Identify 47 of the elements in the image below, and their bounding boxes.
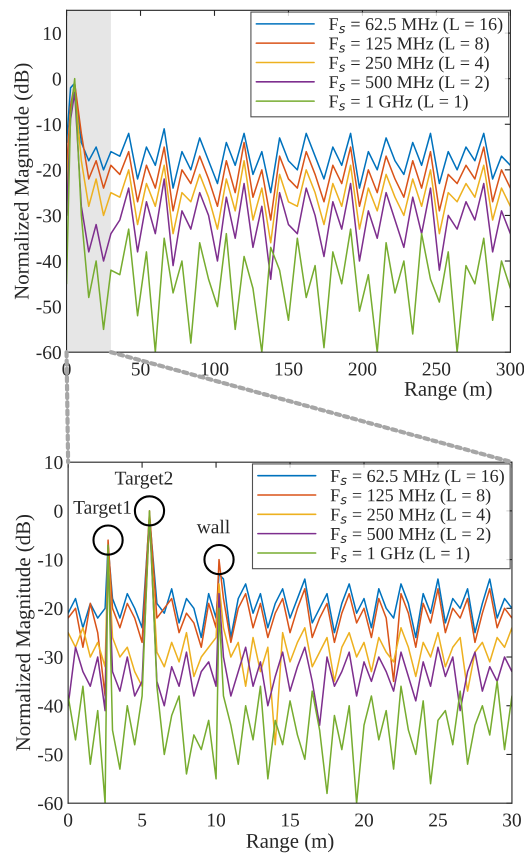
x-tick-label: 200 xyxy=(348,362,376,376)
legend-label: F$_{s}$ = 125 MHz (L = 8) xyxy=(329,36,489,54)
y-tick-label: -20 xyxy=(36,164,61,177)
y-tick-label: -20 xyxy=(38,602,63,616)
annotation: Target1 xyxy=(73,500,131,518)
y-tick-label: 10 xyxy=(46,456,63,470)
y-tick-label: -10 xyxy=(38,553,63,567)
y-tick-label: -30 xyxy=(36,209,61,222)
legend-label: F$_{s}$ = 500 MHz (L = 2) xyxy=(330,527,490,544)
x-tick-label: 250 xyxy=(422,362,450,376)
x-tick-label: 5 xyxy=(138,814,146,827)
y-tick-label: -60 xyxy=(38,796,63,810)
y-tick-label: -40 xyxy=(38,700,63,713)
y-tick-label: -10 xyxy=(36,118,61,132)
legend-label: F$_{s}$ = 250 MHz (L = 4) xyxy=(330,508,490,524)
y-tick-label: -60 xyxy=(36,346,61,360)
annotation: wall xyxy=(196,520,230,534)
x-tick-label: 150 xyxy=(276,362,302,376)
x-axis-title: Range (m) xyxy=(246,833,334,852)
annotation: Target2 xyxy=(114,472,172,489)
x-tick-label: 20 xyxy=(355,813,373,827)
y-tick-label: 10 xyxy=(44,26,61,40)
y-axis-title: Normalized Magnitude (dB) xyxy=(14,64,33,300)
x-tick-label: 0 xyxy=(64,813,72,827)
legend-label: F$_{s}$ = 500 MHz (L = 2) xyxy=(329,75,489,92)
line-series xyxy=(66,92,510,280)
x-axis-title: Range (m) xyxy=(404,381,492,400)
y-tick-label: 0 xyxy=(54,504,63,518)
x-tick-label: 100 xyxy=(202,362,228,376)
legend-label: F$_{s}$ = 1 GHz (L = 1) xyxy=(329,94,468,112)
y-axis-title: Normalized Magnitude (dB) xyxy=(16,514,35,751)
y-tick-label: -40 xyxy=(36,254,61,268)
legend-label: F$_{s}$ = 1 GHz (L = 1) xyxy=(330,546,470,564)
x-tick-label: 30 xyxy=(503,813,521,827)
legend-label: F$_{s}$ = 62.5 MHz (L = 16) xyxy=(330,469,504,486)
x-tick-label: 10 xyxy=(208,813,226,827)
x-tick-label: 300 xyxy=(496,362,524,376)
legend-label: F$_{s}$ = 250 MHz (L = 4) xyxy=(329,56,489,73)
legend-label: F$_{s}$ = 125 MHz (L = 8) xyxy=(330,488,490,506)
legend-label: F$_{s}$ = 62.5 MHz (L = 16) xyxy=(329,18,502,34)
y-tick-label: -50 xyxy=(36,300,61,314)
y-tick-label: 0 xyxy=(52,72,61,86)
x-tick-label: 25 xyxy=(429,814,447,827)
x-tick-label: 15 xyxy=(282,814,299,827)
x-tick-label: 50 xyxy=(132,362,150,376)
y-tick-label: -30 xyxy=(38,650,63,664)
y-tick-label: -50 xyxy=(38,748,63,762)
